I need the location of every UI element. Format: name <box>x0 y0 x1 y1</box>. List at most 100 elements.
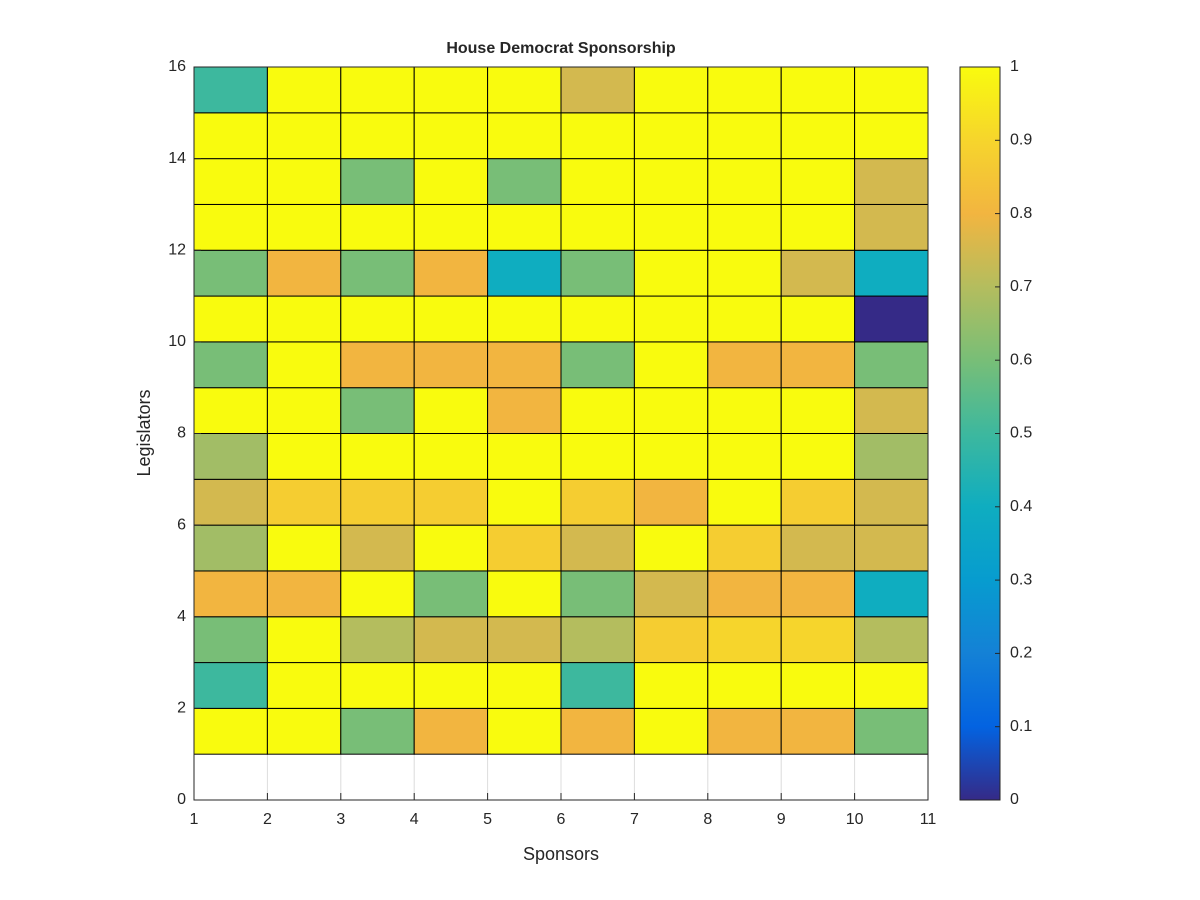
heatmap-cell <box>633 387 709 434</box>
heatmap-cell <box>707 478 782 526</box>
y-tick-label: 2 <box>177 700 186 717</box>
heatmap-cell <box>193 249 268 297</box>
heatmap-cell <box>413 478 489 526</box>
heatmap-cell <box>266 112 342 160</box>
heatmap-cell <box>780 341 856 389</box>
heatmap-cell <box>633 616 709 664</box>
heatmap-cell <box>413 249 489 297</box>
heatmap-cell <box>560 341 635 389</box>
heatmap-cell <box>560 203 635 251</box>
heatmap-cell <box>266 66 342 114</box>
heatmap-cell <box>193 433 268 480</box>
heatmap-cell <box>854 387 929 434</box>
heatmap-cell <box>413 524 489 572</box>
heatmap-cell <box>266 616 342 664</box>
heatmap-cell <box>560 249 635 297</box>
heatmap-cell <box>340 433 415 480</box>
heatmap-cell <box>413 203 489 251</box>
heatmap-cell <box>707 524 782 572</box>
y-tick-label: 12 <box>168 241 186 258</box>
y-tick-label: 6 <box>177 516 186 533</box>
heatmap-cell <box>193 707 268 755</box>
x-tick-label: 9 <box>777 811 786 828</box>
heatmap-cell <box>707 66 782 114</box>
heatmap-cell <box>340 158 415 205</box>
heatmap-cell <box>413 433 489 480</box>
heatmap-cell <box>707 616 782 664</box>
heatmap-cell <box>560 616 635 664</box>
heatmap-cell <box>780 249 856 297</box>
heatmap-cell <box>633 662 709 709</box>
heatmap-cell <box>266 387 342 434</box>
heatmap-cell <box>780 387 856 434</box>
colorbar-tick-label: 0.6 <box>1010 351 1032 368</box>
heatmap-cell <box>487 341 562 389</box>
heatmap-cell <box>780 158 856 205</box>
heatmap-cell <box>193 570 268 618</box>
heatmap-cell <box>633 203 709 251</box>
heatmap-cell <box>413 387 489 434</box>
x-tick-label: 6 <box>557 811 566 828</box>
heatmap-cell <box>340 249 415 297</box>
heatmap-cell <box>193 341 268 389</box>
heatmap-cell <box>560 433 635 480</box>
heatmap-cell <box>340 203 415 251</box>
heatmap-cell <box>266 570 342 618</box>
heatmap-cell <box>340 295 415 343</box>
heatmap-cell <box>707 570 782 618</box>
heatmap-cell <box>780 570 856 618</box>
colorbar-tick-label: 0.2 <box>1010 645 1032 662</box>
heatmap-cell <box>266 707 342 755</box>
heatmap-cell <box>193 203 268 251</box>
x-tick-label: 2 <box>263 811 272 828</box>
y-tick-label: 4 <box>177 608 186 625</box>
heatmap-cell <box>780 203 856 251</box>
chart-title: House Democrat Sponsorship <box>446 40 676 57</box>
heatmap-cell <box>413 66 489 114</box>
heatmap-cell <box>854 158 929 205</box>
heatmap-cell <box>633 112 709 160</box>
y-tick-label: 14 <box>168 150 186 167</box>
heatmap-cell <box>633 570 709 618</box>
heatmap-cell <box>487 203 562 251</box>
heatmap-cell <box>707 707 782 755</box>
heatmap-cell <box>413 662 489 709</box>
heatmap-cell <box>707 433 782 480</box>
heatmap-cell <box>487 707 562 755</box>
heatmap-cell <box>413 570 489 618</box>
heatmap-cell <box>560 524 635 572</box>
heatmap-cell <box>854 341 929 389</box>
heatmap-cell <box>854 616 929 664</box>
heatmap-cell <box>854 433 929 480</box>
x-tick-label: 8 <box>703 811 712 828</box>
heatmap-cell <box>340 707 415 755</box>
colorbar-tick-label: 0.1 <box>1010 718 1032 735</box>
x-tick-label: 3 <box>336 811 345 828</box>
colorbar-tick-label: 1 <box>1010 58 1019 75</box>
heatmap-cell <box>633 295 709 343</box>
heatmap-cell <box>707 112 782 160</box>
x-tick-label: 1 <box>190 811 199 828</box>
heatmap-cell <box>487 433 562 480</box>
heatmap-cell <box>780 433 856 480</box>
heatmap-cell <box>780 295 856 343</box>
heatmap-cell <box>854 478 929 526</box>
heatmap-cell <box>633 158 709 205</box>
x-axis-label: Sponsors <box>523 844 599 864</box>
heatmap-cell <box>193 524 268 572</box>
colorbar-tick-label: 0.7 <box>1010 278 1032 295</box>
y-tick-label: 16 <box>168 58 186 75</box>
heatmap-cell <box>266 341 342 389</box>
heatmap-cell <box>193 616 268 664</box>
heatmap-cell <box>707 249 782 297</box>
x-tick-label: 4 <box>410 811 419 828</box>
heatmap-cell <box>340 478 415 526</box>
heatmap-cell <box>854 662 929 709</box>
heatmap-cell <box>340 662 415 709</box>
heatmap-cell <box>266 662 342 709</box>
colorbar-tick-label: 0.3 <box>1010 571 1032 588</box>
heatmap-cell <box>780 66 856 114</box>
colorbar-tick-label: 0 <box>1010 791 1019 808</box>
heatmap-cell <box>780 662 856 709</box>
heatmap-cell <box>487 524 562 572</box>
